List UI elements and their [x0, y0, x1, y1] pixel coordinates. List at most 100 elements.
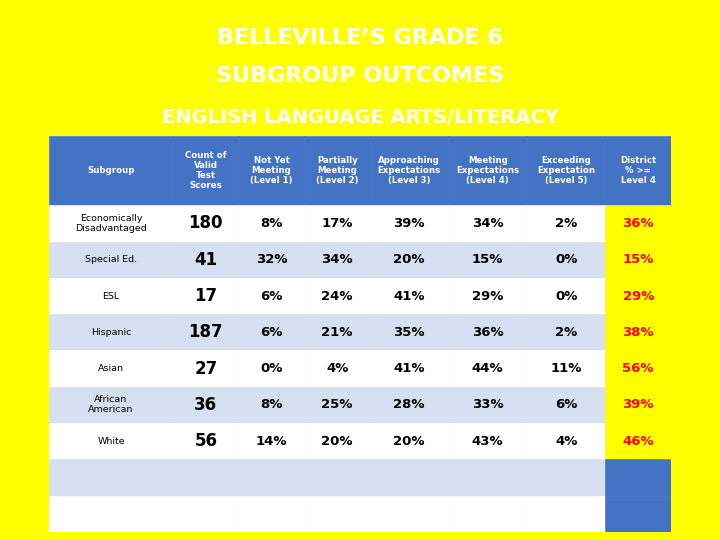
Text: 34%: 34%: [472, 217, 503, 230]
Text: 36: 36: [194, 396, 217, 414]
Bar: [239, 136, 305, 205]
Bar: [606, 387, 671, 423]
Text: 0%: 0%: [555, 289, 577, 302]
Text: 4%: 4%: [326, 362, 348, 375]
Bar: [173, 314, 239, 350]
Bar: [173, 278, 239, 314]
Text: 32%: 32%: [256, 253, 287, 266]
Text: Not Yet
Meeting
(Level 1): Not Yet Meeting (Level 1): [251, 156, 293, 185]
Bar: [449, 241, 527, 278]
Bar: [239, 496, 305, 532]
Bar: [370, 314, 449, 350]
Text: Partially
Meeting
(Level 2): Partially Meeting (Level 2): [316, 156, 359, 185]
Text: 6%: 6%: [261, 326, 283, 339]
Text: 41%: 41%: [394, 362, 425, 375]
Bar: [173, 460, 239, 496]
Bar: [606, 350, 671, 387]
Bar: [370, 241, 449, 278]
Bar: [305, 314, 370, 350]
Bar: [49, 423, 173, 460]
Text: 20%: 20%: [394, 435, 425, 448]
Bar: [239, 460, 305, 496]
Text: 21%: 21%: [322, 326, 353, 339]
Bar: [173, 350, 239, 387]
Bar: [173, 423, 239, 460]
Bar: [370, 136, 449, 205]
Bar: [527, 136, 606, 205]
Text: 41: 41: [194, 251, 217, 269]
Bar: [527, 423, 606, 460]
Bar: [173, 136, 239, 205]
Bar: [173, 387, 239, 423]
Bar: [449, 314, 527, 350]
Bar: [49, 387, 173, 423]
Bar: [305, 241, 370, 278]
Text: Count of
Valid
Test
Scores: Count of Valid Test Scores: [185, 151, 227, 190]
Bar: [370, 496, 449, 532]
Text: 39%: 39%: [623, 399, 654, 411]
Bar: [527, 241, 606, 278]
Bar: [527, 350, 606, 387]
Text: 2%: 2%: [555, 326, 577, 339]
Bar: [239, 278, 305, 314]
Bar: [49, 496, 173, 532]
Bar: [527, 314, 606, 350]
Text: SUBGROUP OUTCOMES: SUBGROUP OUTCOMES: [216, 66, 504, 86]
Bar: [370, 205, 449, 241]
Text: Hispanic: Hispanic: [91, 328, 131, 337]
Text: Special Ed.: Special Ed.: [85, 255, 137, 264]
Text: 41%: 41%: [394, 289, 425, 302]
Bar: [449, 205, 527, 241]
Text: 25%: 25%: [322, 399, 353, 411]
Text: White: White: [97, 437, 125, 445]
Text: 35%: 35%: [394, 326, 425, 339]
Bar: [239, 387, 305, 423]
Text: 0%: 0%: [555, 253, 577, 266]
Bar: [49, 460, 173, 496]
Text: 29%: 29%: [623, 289, 654, 302]
Bar: [606, 136, 671, 205]
Text: 6%: 6%: [555, 399, 577, 411]
Text: Exceeding
Expectation
(Level 5): Exceeding Expectation (Level 5): [537, 156, 595, 185]
Bar: [370, 423, 449, 460]
Text: 8%: 8%: [261, 217, 283, 230]
Text: Subgroup: Subgroup: [87, 166, 135, 175]
Text: 11%: 11%: [551, 362, 582, 375]
Text: 187: 187: [189, 323, 223, 341]
Bar: [370, 387, 449, 423]
Text: 44%: 44%: [472, 362, 503, 375]
Text: Approaching
Expectations
(Level 3): Approaching Expectations (Level 3): [378, 156, 441, 185]
Text: 24%: 24%: [321, 289, 353, 302]
Bar: [305, 205, 370, 241]
Text: 17: 17: [194, 287, 217, 305]
Bar: [305, 350, 370, 387]
Bar: [370, 350, 449, 387]
Bar: [527, 205, 606, 241]
Bar: [449, 423, 527, 460]
Bar: [305, 136, 370, 205]
Bar: [449, 136, 527, 205]
Text: 20%: 20%: [394, 253, 425, 266]
Text: Economically
Disadvantaged: Economically Disadvantaged: [75, 214, 147, 233]
Text: 15%: 15%: [472, 253, 503, 266]
Bar: [370, 278, 449, 314]
Text: 28%: 28%: [394, 399, 425, 411]
Text: District
% >=
Level 4: District % >= Level 4: [620, 156, 657, 185]
Bar: [449, 496, 527, 532]
Bar: [305, 423, 370, 460]
Bar: [606, 460, 671, 496]
Text: 38%: 38%: [622, 326, 654, 339]
Bar: [527, 387, 606, 423]
Bar: [49, 241, 173, 278]
Text: 56: 56: [194, 432, 217, 450]
Text: 56%: 56%: [623, 362, 654, 375]
Text: BELLEVILLE’S GRADE 6: BELLEVILLE’S GRADE 6: [217, 28, 503, 48]
Bar: [49, 350, 173, 387]
Bar: [606, 314, 671, 350]
Bar: [173, 205, 239, 241]
Bar: [527, 496, 606, 532]
Bar: [606, 423, 671, 460]
Bar: [527, 460, 606, 496]
Bar: [527, 278, 606, 314]
Bar: [49, 205, 173, 241]
